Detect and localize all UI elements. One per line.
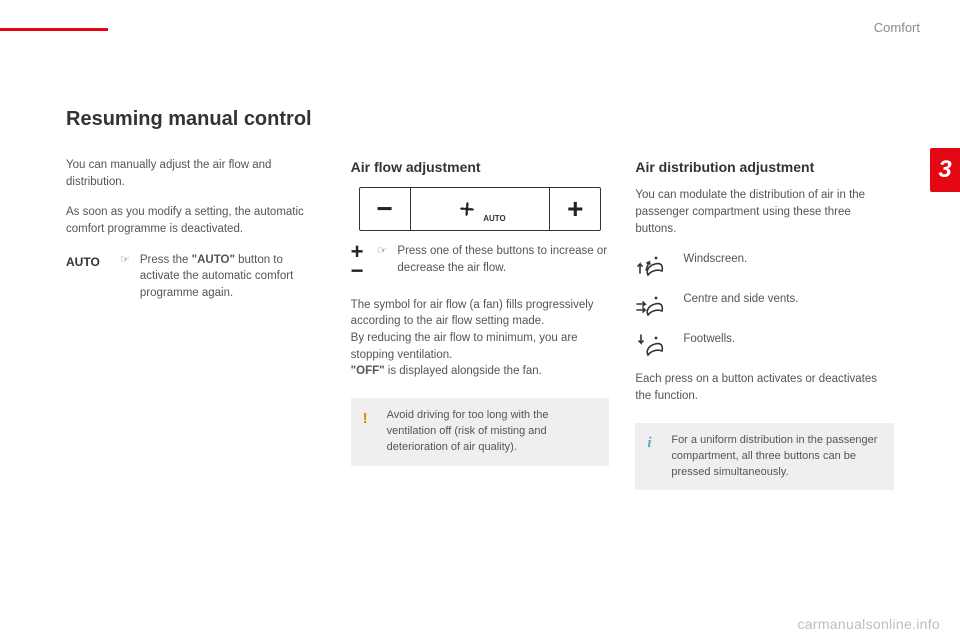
windscreen-icon [635, 251, 665, 277]
chapter-tab: 3 [930, 148, 960, 192]
footwells-icon [635, 331, 665, 357]
col1-p1: You can manually adjust the air flow and… [66, 157, 325, 190]
airflow-panel: − AUTO + [359, 187, 602, 231]
warning-text: Avoid driving for too long with the vent… [387, 409, 549, 453]
dist-windscreen-label: Windscreen. [683, 251, 747, 268]
airflow-p2: By reducing the air flow to minimum, you… [351, 330, 610, 363]
watermark: carmanualsonline.info [798, 616, 941, 632]
airflow-heading: Air flow adjustment [351, 157, 610, 177]
off-tail: is displayed alongside the fan. [385, 365, 542, 377]
columns: You can manually adjust the air flow and… [66, 157, 894, 490]
distribution-intro: You can modulate the distribution of air… [635, 187, 894, 237]
vents-icon [635, 291, 665, 317]
airflow-bullet: ☞ Press one of these buttons to increase… [378, 243, 610, 280]
airflow-bullet-text: Press one of these buttons to increase o… [397, 243, 609, 280]
info-icon: i [647, 433, 651, 455]
distribution-p1: Each press on a button activates or deac… [635, 371, 894, 404]
plus-button-graphic: + [550, 188, 600, 230]
airflow-bullet-row: + − ☞ Press one of these buttons to incr… [351, 243, 610, 280]
section-name: Comfort [874, 20, 920, 35]
bullet-icon: ☞ [120, 252, 130, 302]
auto-bullet-pre: Press the [140, 254, 192, 266]
auto-bullet-bold: "AUTO" [192, 254, 235, 266]
airflow-p1: The symbol for air flow (a fan) fills pr… [351, 297, 610, 330]
airflow-p3: "OFF" is displayed alongside the fan. [351, 363, 610, 380]
page-title: Resuming manual control [66, 108, 894, 131]
distribution-heading: Air distribution adjustment [635, 157, 894, 177]
fan-display: AUTO [410, 188, 551, 230]
warning-icon: ! [363, 408, 368, 430]
auto-label: AUTO [66, 252, 108, 271]
plus-minus-icon: + − [351, 243, 364, 280]
header-accent-line [0, 28, 108, 31]
col-manual: You can manually adjust the air flow and… [66, 157, 325, 490]
dist-row-vents: Centre and side vents. [635, 291, 894, 317]
warning-box: ! Avoid driving for too long with the ve… [351, 398, 610, 466]
col1-p2: As soon as you modify a setting, the aut… [66, 204, 325, 237]
minus-button-graphic: − [360, 188, 410, 230]
col-distribution: Air distribution adjustment You can modu… [635, 157, 894, 490]
dist-vents-label: Centre and side vents. [683, 291, 798, 308]
col-airflow: Air flow adjustment − AUTO + [351, 157, 610, 490]
info-text: For a uniform distribution in the passen… [671, 434, 877, 478]
auto-bullet: ☞ Press the "AUTO" button to activate th… [120, 252, 325, 302]
bullet-icon: ☞ [378, 243, 388, 280]
auto-bullet-text: Press the "AUTO" button to activate the … [140, 252, 325, 302]
dist-footwells-label: Footwells. [683, 331, 735, 348]
page-content: Resuming manual control You can manually… [66, 108, 894, 490]
auto-row: AUTO ☞ Press the "AUTO" button to activa… [66, 252, 325, 302]
dist-row-footwells: Footwells. [635, 331, 894, 357]
dist-row-windscreen: Windscreen. [635, 251, 894, 277]
panel-auto-label: AUTO [483, 213, 506, 225]
info-box: i For a uniform distribution in the pass… [635, 423, 894, 491]
off-bold: "OFF" [351, 365, 385, 377]
fan-icon [454, 196, 480, 222]
minus-icon: − [351, 262, 364, 281]
